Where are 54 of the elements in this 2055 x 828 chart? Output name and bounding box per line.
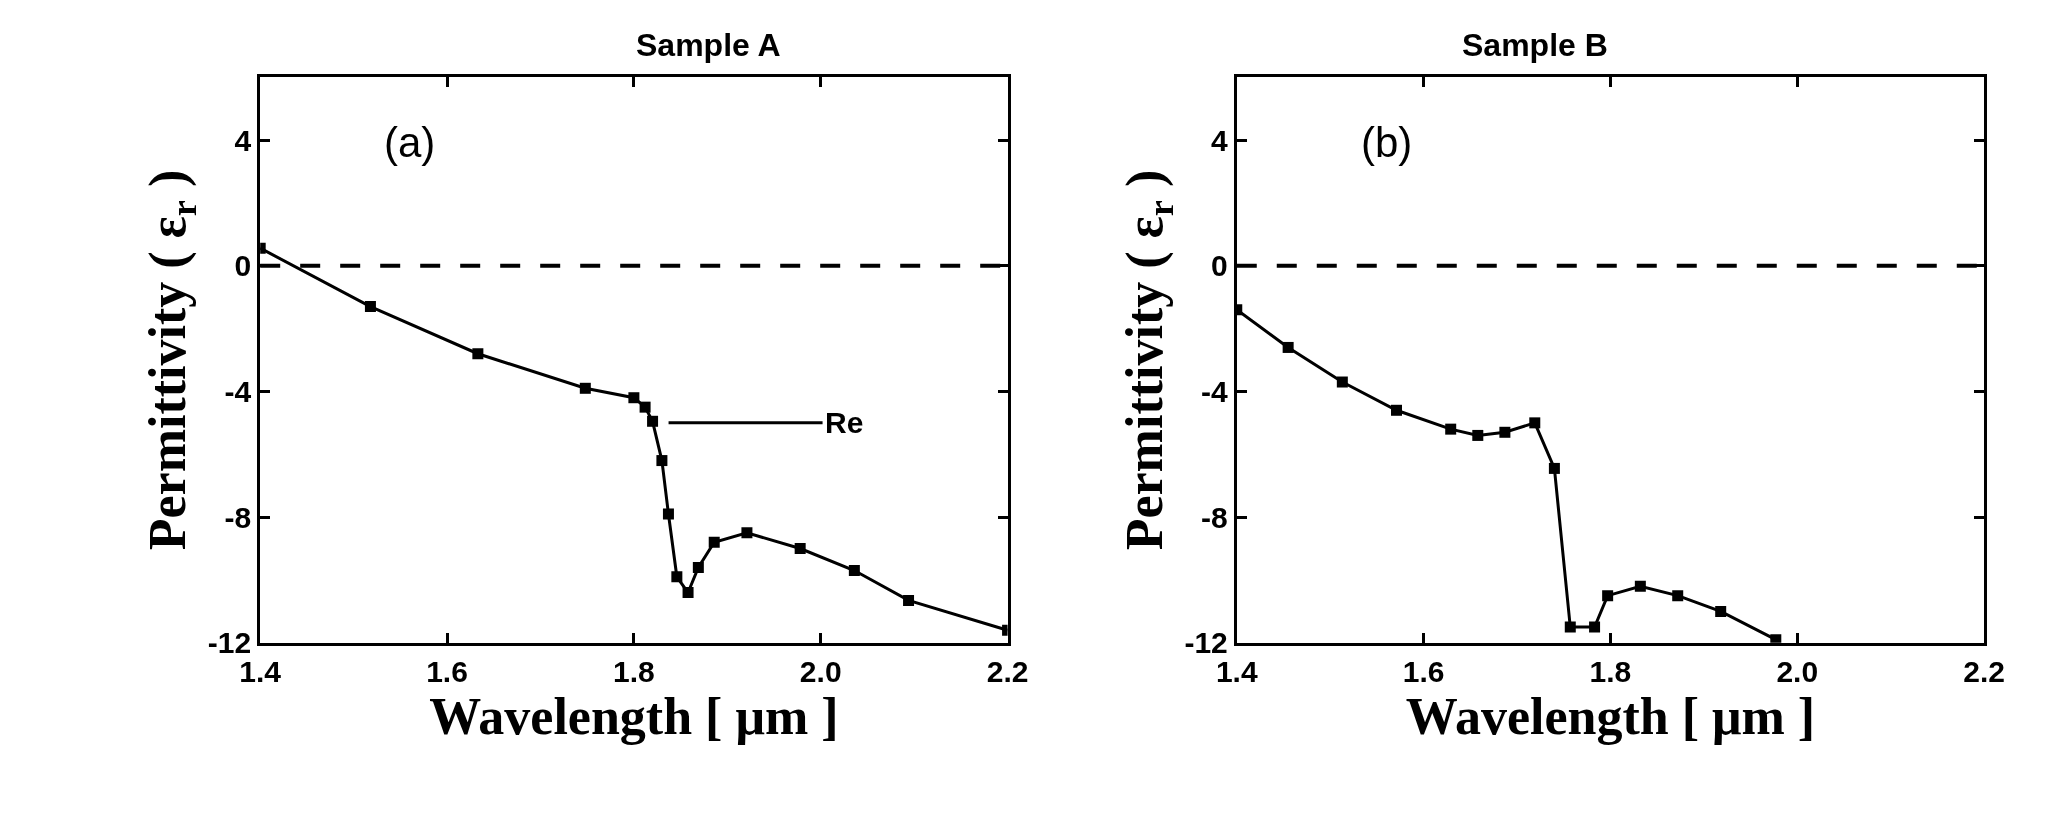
point <box>628 392 640 404</box>
x-tick-label: 1.6 <box>1402 654 1445 688</box>
point <box>1602 590 1614 602</box>
point <box>472 348 484 360</box>
y-tick-label: 0 <box>234 249 252 283</box>
point <box>671 571 683 583</box>
x-axis-title: Wavelength [ μm ] <box>429 687 839 745</box>
x-axis-title: Wavelength [ μm ] <box>1405 687 1816 745</box>
point <box>903 594 915 606</box>
point <box>1589 621 1601 633</box>
point <box>1391 404 1403 416</box>
point <box>708 536 720 548</box>
point <box>1672 590 1684 602</box>
x-tick-label: 2.2 <box>986 654 1029 688</box>
point <box>794 543 806 555</box>
point <box>692 561 704 573</box>
x-tick-label: 1.8 <box>613 654 655 688</box>
point <box>656 455 668 467</box>
y-tick-label: -4 <box>224 374 252 408</box>
point <box>662 508 674 520</box>
point <box>364 301 376 313</box>
annotation: (b) <box>1361 119 1413 166</box>
y-tick-label: 0 <box>1211 249 1228 283</box>
annotation: Re <box>825 406 864 439</box>
point <box>1564 621 1576 633</box>
point <box>1336 376 1348 388</box>
annotation: (a) <box>384 119 436 166</box>
point <box>1472 429 1484 441</box>
point <box>682 587 694 599</box>
point <box>1548 462 1560 474</box>
point <box>1282 341 1294 353</box>
point <box>1715 605 1727 617</box>
point <box>1770 634 1782 643</box>
point <box>848 565 860 577</box>
y-tick-label: 4 <box>1211 123 1229 157</box>
y-tick-label: -8 <box>224 500 252 534</box>
y-tick-label: -8 <box>1201 500 1228 534</box>
x-tick-label: 2.0 <box>799 654 842 688</box>
chart-title: Sample A <box>636 27 781 63</box>
point <box>1529 417 1541 429</box>
chart-title: Sample B <box>1462 27 1608 63</box>
point <box>1445 423 1457 435</box>
x-tick-label: 2.0 <box>1776 654 1819 688</box>
x-tick-label: 2.2 <box>1963 654 2005 688</box>
x-tick-label: 1.6 <box>426 654 468 688</box>
point <box>1634 580 1646 592</box>
point <box>647 415 659 427</box>
point <box>741 527 753 539</box>
y-tick-label: -4 <box>1201 374 1229 408</box>
point <box>639 401 651 413</box>
point <box>579 382 591 394</box>
y-tick-label: 4 <box>234 123 252 157</box>
x-tick-label: 1.8 <box>1589 654 1632 688</box>
point <box>1499 426 1511 438</box>
